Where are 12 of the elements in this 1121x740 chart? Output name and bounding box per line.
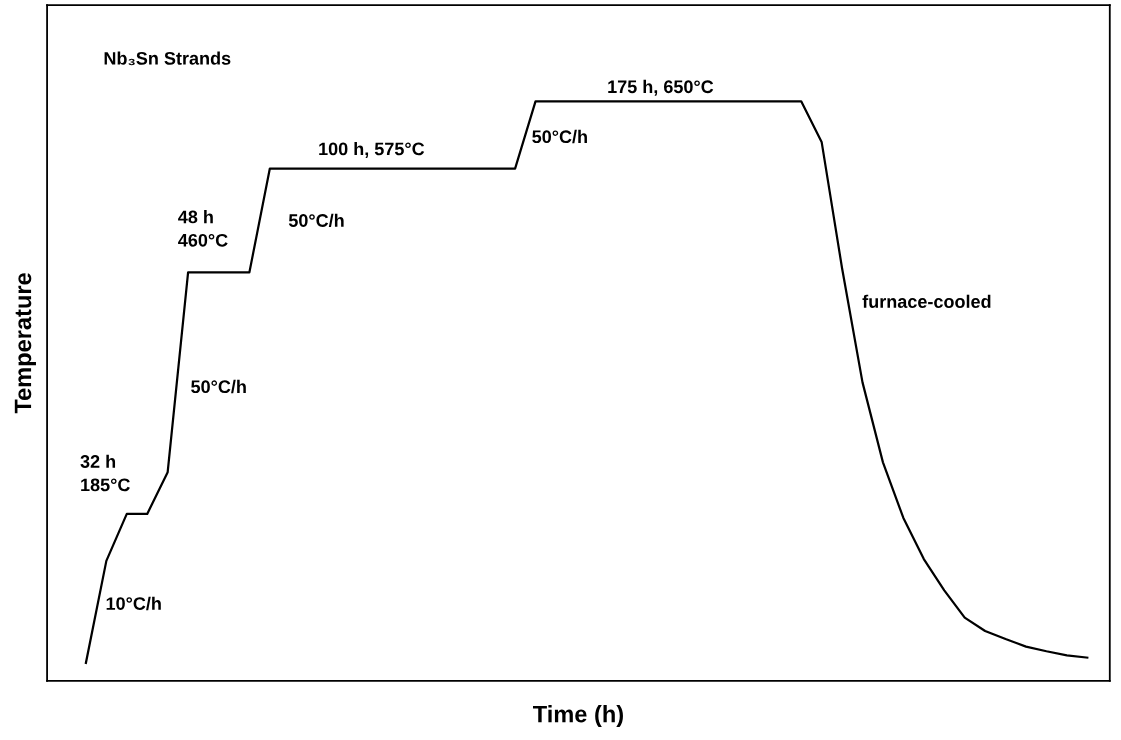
annotation: 50°C/h [191, 379, 246, 394]
annotation: 100 h, 575°C [319, 142, 425, 158]
chart-title: Nb₃Sn Strands [104, 51, 231, 66]
x-axis-title: Time (h) [533, 705, 623, 728]
annotation: 50°C/h [288, 213, 344, 228]
annotation: 50°C/h [532, 129, 587, 144]
annotation: 32 h 185°C [80, 454, 130, 492]
y-axis-title: Temperature [14, 273, 36, 414]
annotation: furnace-cooled [862, 294, 991, 308]
annotation: 10°C/h [106, 596, 161, 611]
text: 175 h, 650°C [608, 79, 714, 96]
annotation: 48 h 460°C [178, 210, 228, 247]
